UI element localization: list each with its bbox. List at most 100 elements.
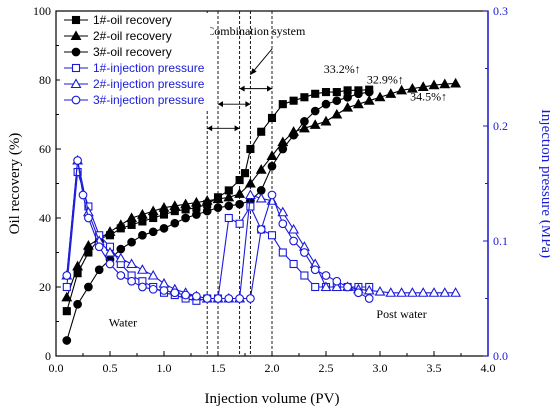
data-point [169, 200, 181, 210]
series-3 [62, 87, 374, 345]
data-point [159, 210, 169, 219]
data-point [73, 156, 82, 165]
phase-arrow-head [234, 125, 240, 132]
data-point [234, 188, 246, 198]
data-point [278, 100, 287, 109]
series-2 [61, 77, 462, 302]
data-point [364, 294, 374, 303]
annotation-text: 33.2%↑ [324, 62, 361, 76]
data-point [267, 161, 277, 171]
legend-marker [71, 15, 81, 25]
annotation-text: Combination system [206, 24, 306, 38]
data-point [224, 213, 233, 223]
data-point [223, 191, 235, 202]
y-right-tick-label: 0.0 [493, 349, 508, 363]
data-point [73, 167, 82, 177]
data-point [310, 106, 320, 116]
data-point [363, 284, 375, 295]
x-axis-title: Injection volume (PV) [205, 391, 340, 407]
phase-arrow-head [245, 101, 251, 108]
data-point [116, 244, 126, 254]
x-tick-label: 2.5 [319, 361, 334, 375]
data-point [321, 99, 331, 109]
data-point [332, 96, 342, 106]
legend-label: 3#-injection pressure [93, 93, 205, 107]
data-point [244, 177, 256, 188]
data-point [246, 294, 255, 303]
legend-box [60, 13, 210, 111]
data-point [138, 217, 147, 226]
data-point [136, 264, 148, 274]
data-point [62, 282, 71, 292]
data-point [385, 88, 397, 98]
legend-label: 2#-oil recovery [93, 29, 172, 43]
legend-label: 1#-injection pressure [93, 61, 205, 75]
data-point [127, 276, 136, 286]
data-point [62, 336, 72, 345]
data-point [300, 117, 309, 126]
data-point [213, 294, 223, 303]
data-point [428, 287, 440, 297]
data-point [289, 130, 298, 140]
data-point [138, 230, 147, 240]
data-point [201, 195, 213, 205]
data-point [246, 202, 255, 211]
data-point [115, 219, 127, 229]
y-right-tick-label: 0.2 [493, 119, 508, 133]
x-tick-label: 3.0 [373, 361, 388, 375]
data-point [267, 231, 277, 240]
data-point [72, 260, 84, 271]
phase-arrows [207, 48, 273, 132]
data-point [343, 92, 352, 102]
data-point [244, 189, 256, 200]
data-point [104, 246, 116, 257]
data-point [342, 101, 354, 112]
legend-marker [71, 63, 81, 73]
data-point [320, 281, 332, 292]
data-point [62, 307, 71, 316]
data-point [147, 269, 159, 280]
data-point [288, 223, 300, 234]
data-point [126, 212, 138, 223]
data-point [116, 271, 126, 280]
legend-label: 3#-oil recovery [93, 45, 172, 59]
y-left-tick-label: 100 [33, 4, 51, 18]
data-point [84, 282, 93, 292]
y-left-tick-label: 60 [39, 142, 51, 156]
data-point [289, 236, 298, 246]
data-point [180, 198, 192, 209]
annotation-text: 34.5%↑ [410, 90, 447, 104]
data-point [78, 190, 88, 200]
data-point [311, 89, 320, 98]
data-point [267, 113, 277, 122]
data-point [257, 127, 266, 136]
data-point [235, 176, 244, 185]
annotation-text: 32.9%↑ [367, 72, 404, 86]
data-point [267, 190, 277, 200]
data-point [289, 259, 298, 269]
data-point [331, 281, 343, 292]
legend-marker [70, 78, 82, 89]
x-tick-label: 1.5 [211, 361, 226, 375]
data-point [138, 282, 147, 292]
data-point [255, 164, 267, 174]
data-point [159, 224, 169, 233]
data-point [396, 84, 408, 95]
phase-arrow-head [239, 85, 245, 92]
data-point [62, 271, 72, 280]
y-axis-left-title: Oil recovery (%) [7, 133, 23, 235]
data-point [213, 203, 223, 212]
y-right-tick-label: 0.1 [493, 234, 508, 248]
data-point [310, 265, 320, 275]
data-point [202, 206, 212, 216]
data-point [343, 86, 352, 95]
data-point [300, 271, 309, 280]
legend-label: 1#-oil recovery [93, 13, 172, 27]
data-point [363, 95, 375, 105]
data-point [352, 98, 364, 109]
data-point [61, 291, 73, 302]
data-point [439, 287, 451, 297]
data-point [105, 259, 115, 269]
data-point [256, 225, 266, 234]
